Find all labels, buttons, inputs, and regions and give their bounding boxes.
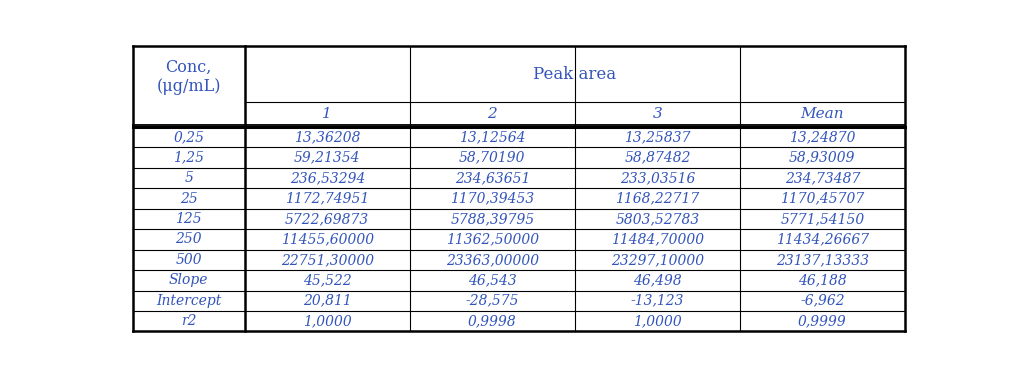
Text: 1: 1 <box>323 107 332 122</box>
Text: 25: 25 <box>180 191 197 206</box>
Text: -13,123: -13,123 <box>630 294 683 308</box>
Text: 13,12564: 13,12564 <box>459 130 525 144</box>
Text: 0,25: 0,25 <box>173 130 204 144</box>
Text: 2: 2 <box>487 107 496 122</box>
Text: 11455,60000: 11455,60000 <box>280 232 373 246</box>
Text: 1168,22717: 1168,22717 <box>615 191 699 206</box>
Text: 250: 250 <box>175 232 202 246</box>
Text: 13,24870: 13,24870 <box>789 130 854 144</box>
Text: 59,21354: 59,21354 <box>294 151 360 165</box>
Text: 234,73487: 234,73487 <box>784 171 859 185</box>
Text: Peak area: Peak area <box>533 65 616 83</box>
Text: 0,9998: 0,9998 <box>467 314 517 328</box>
Text: 20,811: 20,811 <box>302 294 351 308</box>
Text: -28,575: -28,575 <box>465 294 519 308</box>
Text: 58,70190: 58,70190 <box>459 151 525 165</box>
Text: 58,87482: 58,87482 <box>624 151 691 165</box>
Text: 5771,54150: 5771,54150 <box>779 212 863 226</box>
Text: 125: 125 <box>175 212 202 226</box>
Text: 58,93009: 58,93009 <box>789 151 854 165</box>
Text: Intercept: Intercept <box>156 294 221 308</box>
Text: 22751,30000: 22751,30000 <box>280 253 373 267</box>
Text: 23137,13333: 23137,13333 <box>775 253 868 267</box>
Text: 11434,26667: 11434,26667 <box>775 232 868 246</box>
Text: 0,9999: 0,9999 <box>797 314 846 328</box>
Text: 5: 5 <box>184 171 193 185</box>
Text: 45,522: 45,522 <box>302 273 351 287</box>
Text: 46,498: 46,498 <box>633 273 681 287</box>
Text: 500: 500 <box>175 253 202 267</box>
Text: 13,25837: 13,25837 <box>624 130 691 144</box>
Text: 5803,52783: 5803,52783 <box>615 212 699 226</box>
Text: Mean: Mean <box>800 107 843 122</box>
Text: 1,0000: 1,0000 <box>302 314 351 328</box>
Text: 1170,39453: 1170,39453 <box>450 191 534 206</box>
Text: 1,25: 1,25 <box>173 151 204 165</box>
Text: 23363,00000: 23363,00000 <box>446 253 539 267</box>
Text: Slope: Slope <box>169 273 208 287</box>
Text: -6,962: -6,962 <box>800 294 844 308</box>
Text: 5722,69873: 5722,69873 <box>285 212 369 226</box>
Text: 23297,10000: 23297,10000 <box>611 253 704 267</box>
Text: 11362,50000: 11362,50000 <box>446 232 539 246</box>
Text: 46,188: 46,188 <box>797 273 846 287</box>
Text: 46,543: 46,543 <box>467 273 517 287</box>
Text: 233,03516: 233,03516 <box>620 171 695 185</box>
Text: Conc,
(μg/mL): Conc, (μg/mL) <box>157 59 220 95</box>
Text: 5788,39795: 5788,39795 <box>450 212 534 226</box>
Text: 1172,74951: 1172,74951 <box>285 191 369 206</box>
Text: 11484,70000: 11484,70000 <box>611 232 704 246</box>
Text: 236,53294: 236,53294 <box>289 171 365 185</box>
Text: 3: 3 <box>652 107 662 122</box>
Text: r2: r2 <box>181 314 196 328</box>
Text: 13,36208: 13,36208 <box>294 130 360 144</box>
Text: 234,63651: 234,63651 <box>454 171 530 185</box>
Text: 1,0000: 1,0000 <box>633 314 681 328</box>
Text: 1170,45707: 1170,45707 <box>779 191 863 206</box>
